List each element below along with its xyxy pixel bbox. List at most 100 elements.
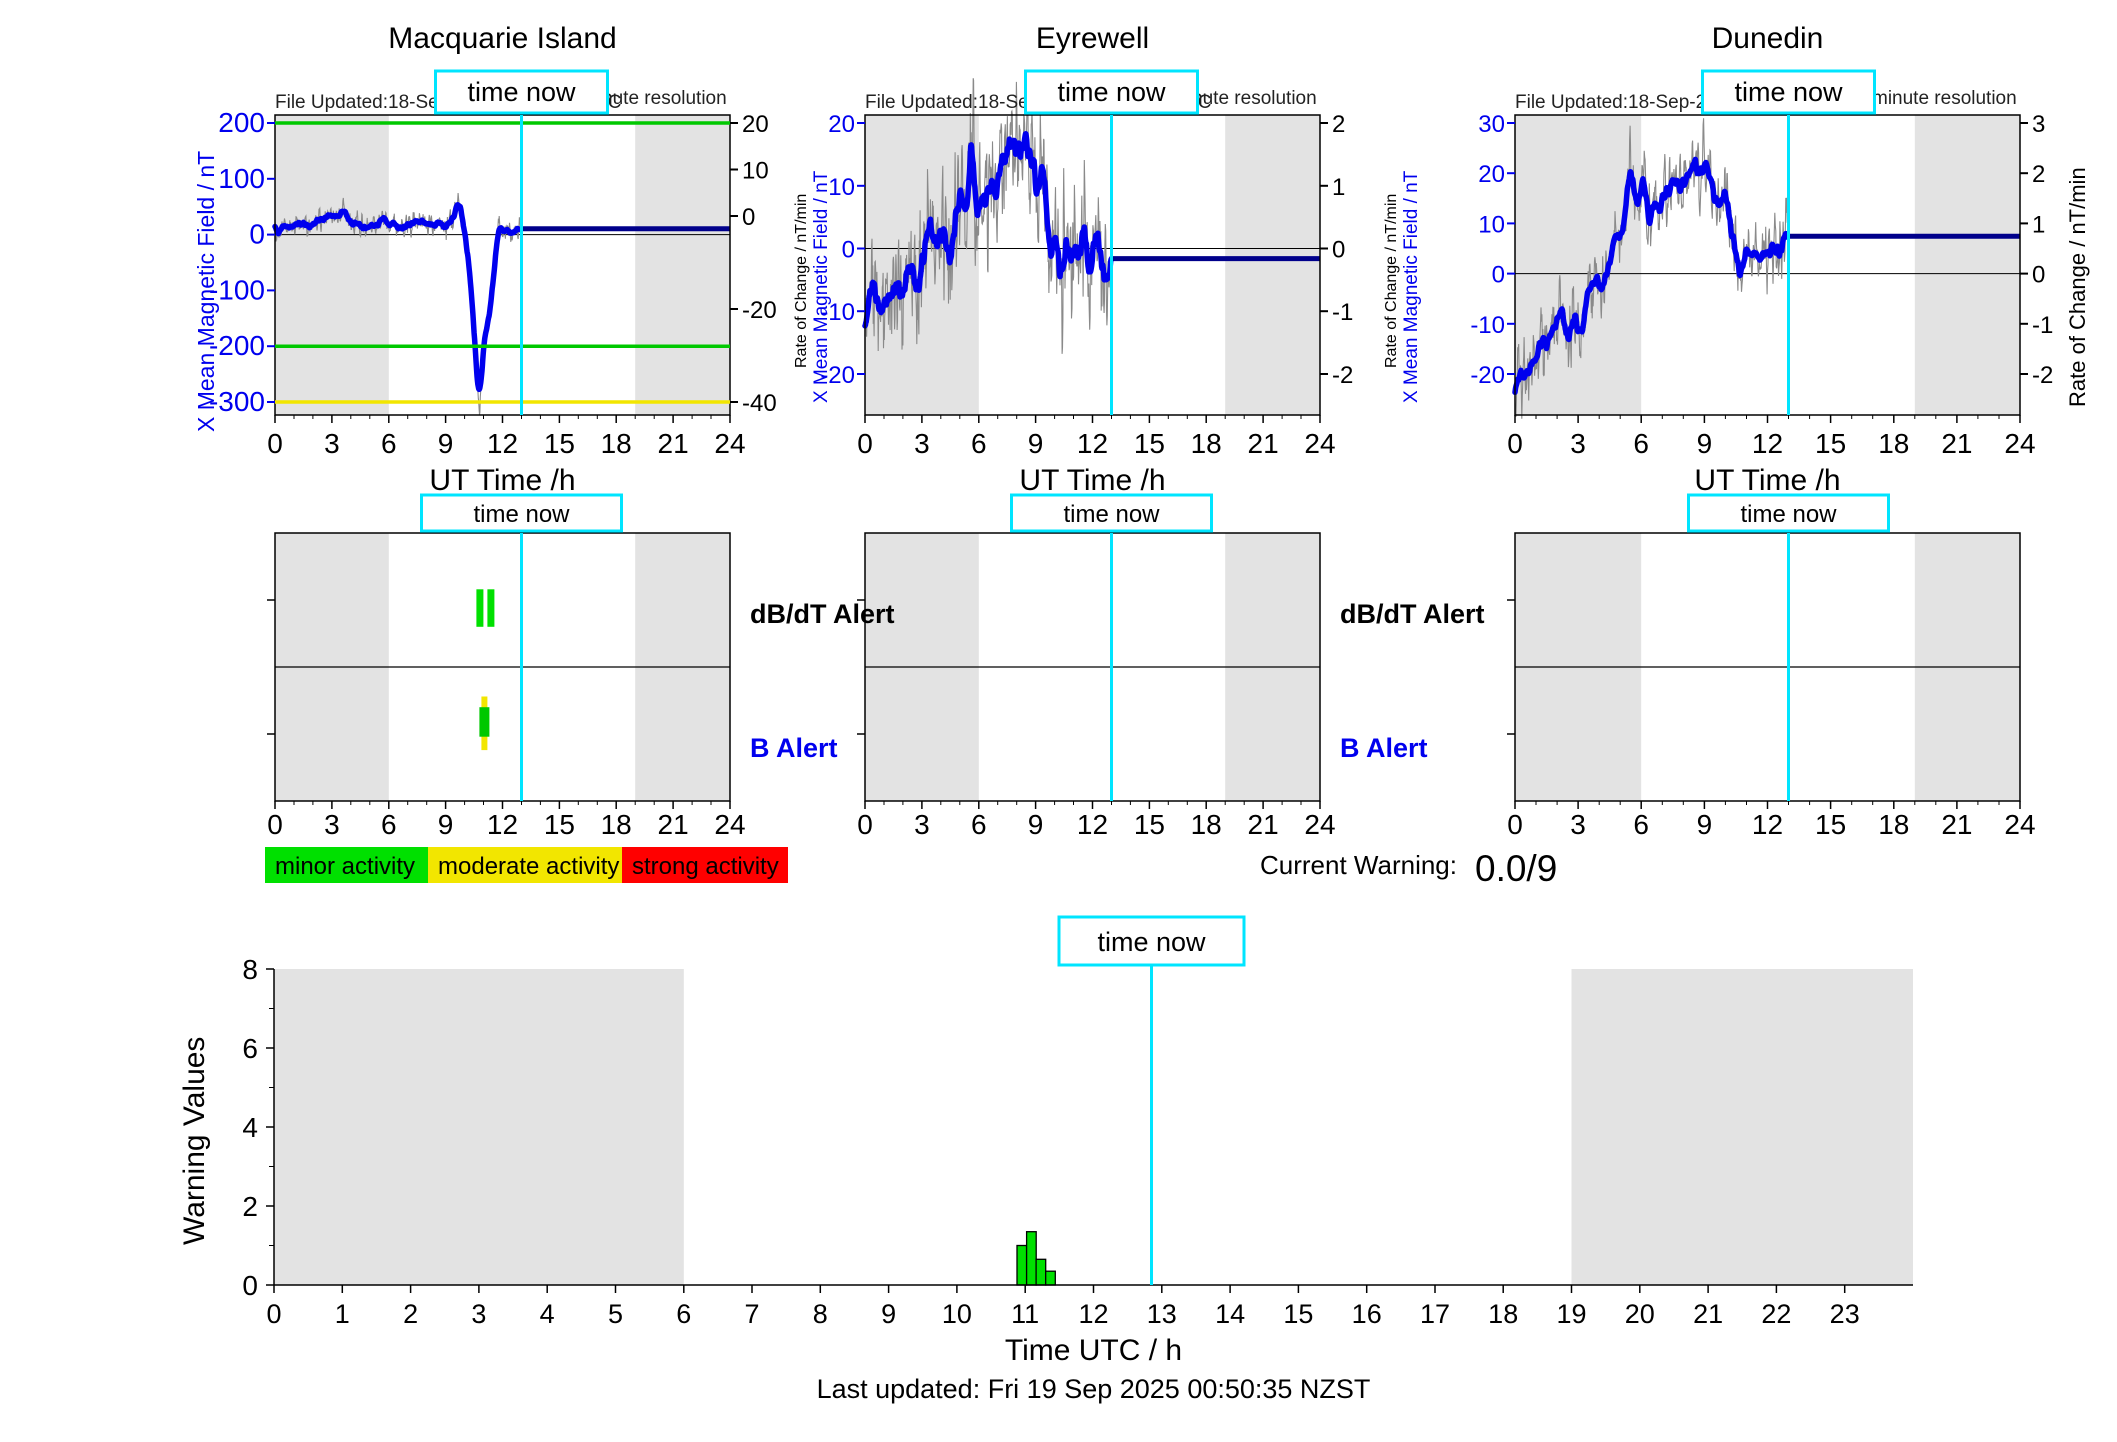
svg-text:15: 15 <box>1815 809 1846 840</box>
svg-text:Macquarie Island: Macquarie Island <box>388 22 616 55</box>
svg-text:10: 10 <box>942 1299 972 1329</box>
svg-text:UT Time /h: UT Time /h <box>429 464 575 497</box>
svg-text:0: 0 <box>1507 809 1523 840</box>
svg-text:0.0/9: 0.0/9 <box>1475 848 1557 889</box>
svg-text:6: 6 <box>381 809 397 840</box>
svg-text:13: 13 <box>1147 1299 1177 1329</box>
svg-text:2: 2 <box>403 1299 418 1329</box>
svg-text:24: 24 <box>2004 809 2035 840</box>
svg-text:5: 5 <box>608 1299 623 1329</box>
svg-text:20: 20 <box>1478 161 1505 188</box>
svg-text:3: 3 <box>914 428 930 459</box>
svg-text:4: 4 <box>540 1299 555 1329</box>
svg-text:3: 3 <box>1570 809 1586 840</box>
svg-text:8: 8 <box>242 954 258 985</box>
svg-text:9: 9 <box>1028 809 1044 840</box>
svg-text:23: 23 <box>1830 1299 1860 1329</box>
svg-text:-20: -20 <box>742 297 777 324</box>
svg-text:30: 30 <box>1478 111 1505 138</box>
svg-text:2: 2 <box>2032 161 2045 188</box>
svg-text:0: 0 <box>842 237 855 264</box>
svg-text:12: 12 <box>1077 428 1108 459</box>
svg-text:24: 24 <box>714 809 745 840</box>
svg-text:18: 18 <box>601 809 632 840</box>
svg-text:15: 15 <box>1134 428 1165 459</box>
svg-text:7: 7 <box>744 1299 759 1329</box>
svg-text:18: 18 <box>1191 428 1222 459</box>
svg-text:-2: -2 <box>2032 362 2053 389</box>
svg-text:18: 18 <box>1191 809 1222 840</box>
svg-text:24: 24 <box>2004 428 2035 459</box>
svg-text:9: 9 <box>1697 428 1713 459</box>
svg-text:9: 9 <box>438 809 454 840</box>
svg-text:strong activity: strong activity <box>632 853 779 880</box>
svg-text:12: 12 <box>487 809 518 840</box>
svg-text:21: 21 <box>1941 428 1972 459</box>
svg-text:-1: -1 <box>1332 299 1353 326</box>
svg-text:12: 12 <box>1752 428 1783 459</box>
svg-text:6: 6 <box>1633 809 1649 840</box>
svg-text:-40: -40 <box>742 390 777 417</box>
svg-text:-1: -1 <box>2032 312 2053 339</box>
svg-text:0: 0 <box>249 219 265 250</box>
svg-text:22: 22 <box>1761 1299 1791 1329</box>
svg-text:time now: time now <box>1740 501 1837 528</box>
svg-text:time now: time now <box>1057 77 1166 107</box>
svg-text:0: 0 <box>857 428 873 459</box>
svg-text:14: 14 <box>1215 1299 1245 1329</box>
svg-text:18: 18 <box>1878 428 1909 459</box>
svg-text:6: 6 <box>242 1033 258 1064</box>
svg-text:1: 1 <box>1332 174 1345 201</box>
svg-text:15: 15 <box>1283 1299 1313 1329</box>
svg-text:time now: time now <box>1063 501 1160 528</box>
svg-text:0: 0 <box>1492 262 1505 289</box>
svg-text:3: 3 <box>471 1299 486 1329</box>
svg-text:24: 24 <box>1304 809 1335 840</box>
svg-text:0: 0 <box>1507 428 1523 459</box>
svg-text:100: 100 <box>218 163 265 194</box>
svg-text:6: 6 <box>1633 428 1649 459</box>
svg-text:18: 18 <box>601 428 632 459</box>
svg-text:18: 18 <box>1878 809 1909 840</box>
svg-text:19: 19 <box>1556 1299 1586 1329</box>
svg-text:9: 9 <box>438 428 454 459</box>
svg-text:2: 2 <box>242 1191 258 1222</box>
svg-text:Current Warning:: Current Warning: <box>1260 850 1457 880</box>
svg-text:6: 6 <box>381 428 397 459</box>
svg-text:Last updated: Fri 19 Sep 2025: Last updated: Fri 19 Sep 2025 00:50:35 N… <box>817 1374 1371 1404</box>
svg-text:6: 6 <box>971 809 987 840</box>
svg-text:12: 12 <box>487 428 518 459</box>
svg-text:UT Time /h: UT Time /h <box>1694 464 1840 497</box>
svg-text:21: 21 <box>1941 809 1972 840</box>
svg-text:0: 0 <box>2032 262 2045 289</box>
svg-text:3: 3 <box>324 809 340 840</box>
svg-text:6: 6 <box>971 428 987 459</box>
svg-text:12: 12 <box>1752 809 1783 840</box>
svg-text:Eyrewell: Eyrewell <box>1036 22 1149 55</box>
svg-text:moderate activity: moderate activity <box>438 853 619 880</box>
svg-text:minute resolution: minute resolution <box>1872 88 2017 109</box>
svg-text:3: 3 <box>914 809 930 840</box>
svg-text:10: 10 <box>742 158 769 185</box>
svg-text:UT Time /h: UT Time /h <box>1019 464 1165 497</box>
svg-text:time now: time now <box>473 501 570 528</box>
svg-text:200: 200 <box>218 107 265 138</box>
svg-text:-10: -10 <box>1470 312 1505 339</box>
svg-text:0: 0 <box>242 1270 258 1301</box>
svg-text:0: 0 <box>1332 237 1345 264</box>
svg-text:2: 2 <box>1332 111 1345 138</box>
svg-text:8: 8 <box>813 1299 828 1329</box>
svg-text:minor activity: minor activity <box>275 853 415 880</box>
svg-text:1: 1 <box>335 1299 350 1329</box>
svg-text:time now: time now <box>1097 927 1206 957</box>
svg-text:time now: time now <box>1734 77 1843 107</box>
svg-text:-20: -20 <box>1470 362 1505 389</box>
svg-text:15: 15 <box>544 428 575 459</box>
svg-text:20: 20 <box>828 111 855 138</box>
svg-text:20: 20 <box>742 111 769 138</box>
svg-text:15: 15 <box>1134 809 1165 840</box>
svg-text:18: 18 <box>1488 1299 1518 1329</box>
svg-text:Dunedin: Dunedin <box>1712 22 1824 55</box>
svg-text:4: 4 <box>242 1112 258 1143</box>
svg-text:0: 0 <box>266 1299 281 1329</box>
